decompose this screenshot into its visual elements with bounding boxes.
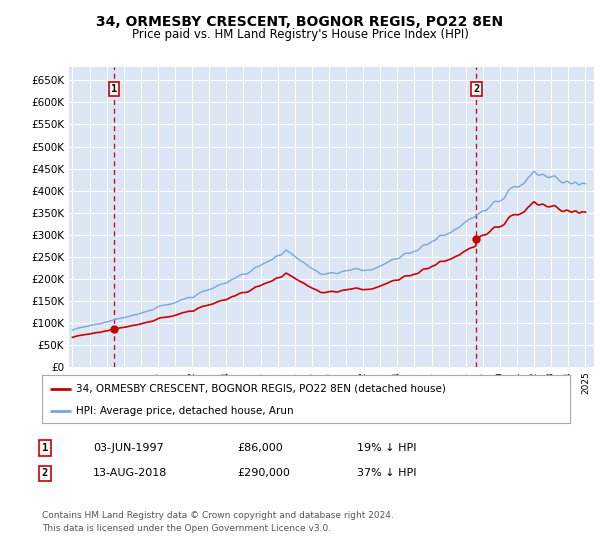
Text: 1: 1	[42, 443, 48, 453]
Text: 2: 2	[42, 468, 48, 478]
Text: Contains HM Land Registry data © Crown copyright and database right 2024.
This d: Contains HM Land Registry data © Crown c…	[42, 511, 394, 533]
Text: 37% ↓ HPI: 37% ↓ HPI	[357, 468, 416, 478]
Text: 13-AUG-2018: 13-AUG-2018	[93, 468, 167, 478]
Text: HPI: Average price, detached house, Arun: HPI: Average price, detached house, Arun	[76, 406, 294, 416]
Text: 19% ↓ HPI: 19% ↓ HPI	[357, 443, 416, 453]
Text: 03-JUN-1997: 03-JUN-1997	[93, 443, 164, 453]
Text: 2: 2	[473, 84, 479, 94]
Text: £86,000: £86,000	[237, 443, 283, 453]
Text: 34, ORMESBY CRESCENT, BOGNOR REGIS, PO22 8EN (detached house): 34, ORMESBY CRESCENT, BOGNOR REGIS, PO22…	[76, 384, 446, 394]
Text: Price paid vs. HM Land Registry's House Price Index (HPI): Price paid vs. HM Land Registry's House …	[131, 28, 469, 41]
Text: 34, ORMESBY CRESCENT, BOGNOR REGIS, PO22 8EN: 34, ORMESBY CRESCENT, BOGNOR REGIS, PO22…	[97, 15, 503, 29]
Text: 1: 1	[110, 84, 117, 94]
Text: £290,000: £290,000	[237, 468, 290, 478]
